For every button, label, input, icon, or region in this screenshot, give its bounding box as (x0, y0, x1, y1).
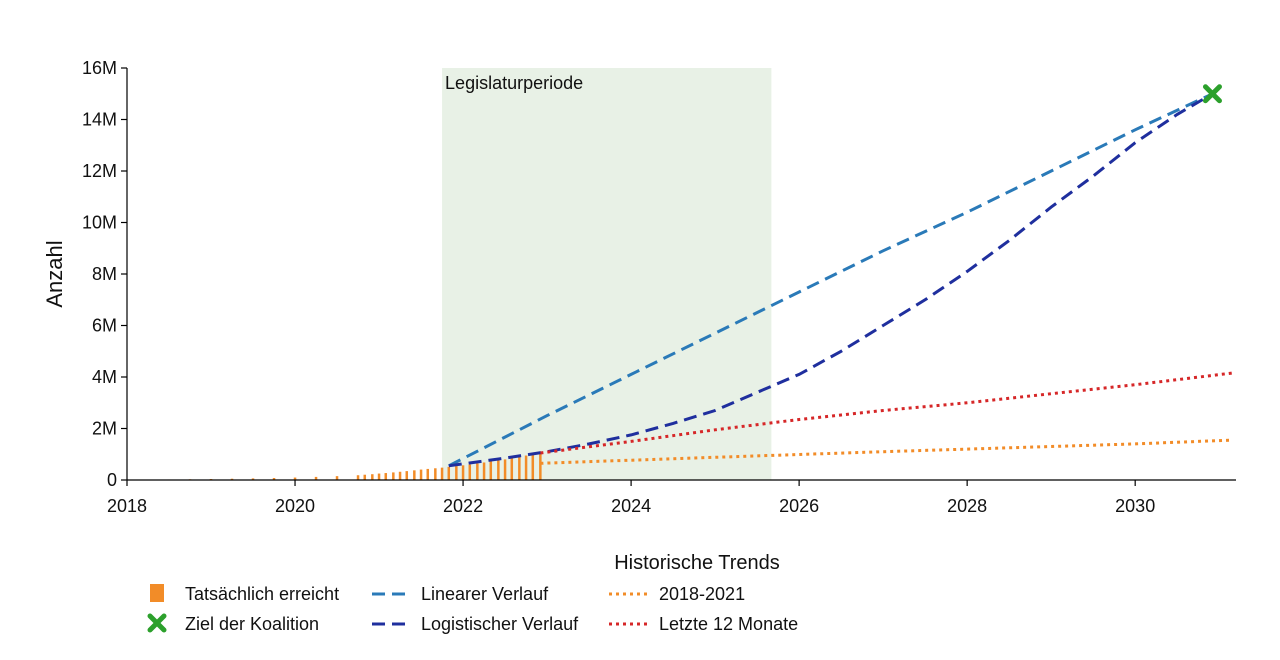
bar-actual (518, 456, 521, 480)
y-tick-label: 0 (107, 470, 117, 490)
y-tick-label: 16M (82, 58, 117, 78)
bar-actual (272, 477, 276, 480)
x-tick-label: 2030 (1115, 496, 1155, 516)
legislature-period-band (442, 68, 772, 480)
bar-actual (524, 455, 528, 480)
bar-actual (455, 466, 458, 480)
series-line-2 (540, 438, 1232, 465)
bar-actual (510, 458, 514, 480)
y-tick-label: 2M (92, 419, 117, 439)
bar-actual (497, 460, 500, 480)
legend-label-series-2: 2018-2021 (659, 584, 745, 604)
bar-actual (293, 477, 297, 480)
bar-actual (377, 473, 381, 480)
bar-actual (405, 471, 409, 480)
y-tick-label: 14M (82, 110, 117, 130)
bar-actual (426, 468, 430, 480)
y-tick-label: 4M (92, 367, 117, 387)
target-marker (1202, 84, 1222, 104)
legend-label-series-3: Letzte 12 Monate (659, 614, 798, 634)
plot-area: Legislaturperiode (125, 68, 1232, 480)
x-tick-label: 2018 (107, 496, 147, 516)
legend-group-title: Historische Trends (614, 552, 780, 574)
bar-actual (503, 459, 507, 480)
series-line-1 (448, 92, 1214, 468)
bar-actual (489, 461, 493, 480)
bar-actual (392, 472, 395, 480)
x-tick-label: 2024 (611, 496, 651, 516)
legislature-period-label: Legislaturperiode (445, 73, 583, 93)
y-tick-label: 6M (92, 316, 117, 336)
bar-actual (461, 465, 465, 480)
bar-actual (398, 471, 402, 480)
bar-actual (335, 476, 339, 480)
bar-actual (384, 473, 388, 480)
legend-label-target: Ziel der Koalition (185, 614, 319, 634)
bar-actual (419, 469, 423, 480)
bar-actual (413, 470, 416, 480)
legend: Historische Trends Tatsächlich erreicht Zi… (147, 552, 798, 634)
bar-actual (476, 463, 479, 480)
x-tick-label: 2020 (275, 496, 315, 516)
bar-actual (356, 475, 360, 480)
y-tick-label: 10M (82, 213, 117, 233)
y-tick-label: 8M (92, 264, 117, 284)
bar-actual (434, 468, 437, 480)
bar-actual (251, 478, 255, 480)
bar-actual (371, 474, 374, 480)
bar-actual (468, 464, 472, 480)
legend-swatch-actual (150, 584, 164, 602)
legend-label-actual: Tatsächlich erreicht (185, 584, 339, 604)
bar-actual (230, 478, 234, 480)
y-tick-label: 12M (82, 161, 117, 181)
series-line-3 (540, 371, 1232, 455)
x-tick-label: 2028 (947, 496, 987, 516)
x-tick-label: 2022 (443, 496, 483, 516)
bar-actual (363, 474, 367, 480)
bar-actual (314, 476, 318, 480)
target-marker-stroke-b (1202, 84, 1222, 104)
bar-actual (440, 467, 444, 480)
bar-actual (539, 453, 542, 480)
legend-label-series-0: Linearer Verlauf (421, 584, 549, 604)
x-tick-label: 2026 (779, 496, 819, 516)
legend-label-series-1: Logistischer Verlauf (421, 614, 579, 634)
legend-swatch-target-b (147, 613, 167, 633)
bar-actual (447, 466, 451, 480)
axes: 0 2M 4M 6M 8M 10M 12M 14M 16M 2018 2020 2022 2024 202… (42, 58, 1236, 516)
y-axis-title: Anzahl (42, 240, 67, 307)
bar-actual (482, 462, 486, 480)
bar-actual (531, 454, 535, 480)
